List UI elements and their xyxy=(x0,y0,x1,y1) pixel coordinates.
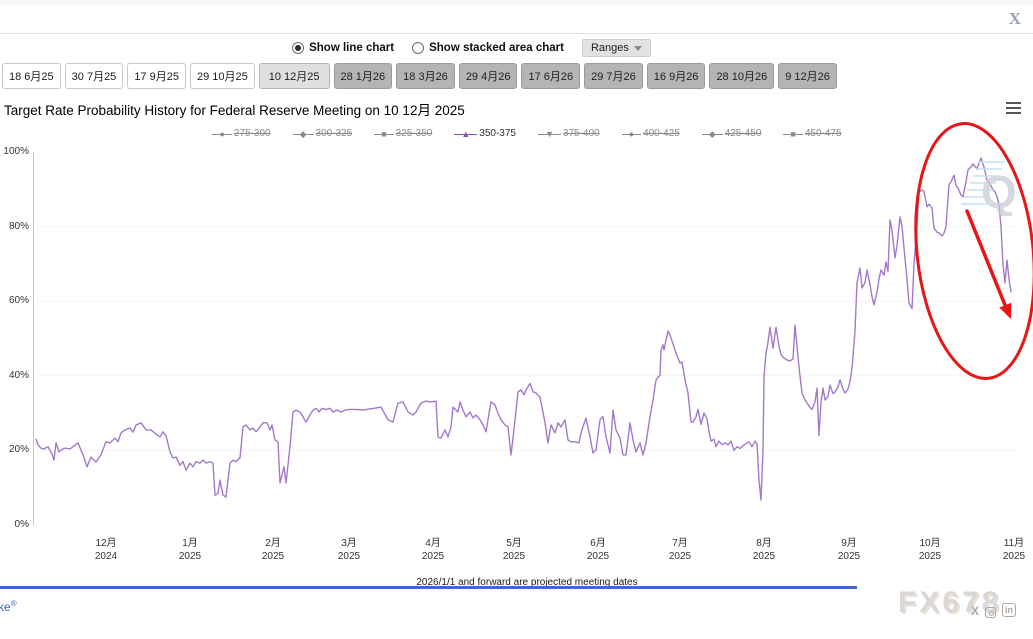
circle-marker-icon: ● xyxy=(621,129,642,139)
legend-label: 275-300 xyxy=(233,128,271,139)
legend-label: 350-375 xyxy=(479,128,516,139)
legend-item-375-400[interactable]: ▼ 375-400 xyxy=(538,128,600,139)
circle-marker-icon: ● xyxy=(212,129,233,139)
tab-meeting-date[interactable]: 28 1月26 xyxy=(333,63,393,89)
linkedin-icon[interactable]: in xyxy=(1002,603,1016,617)
square-marker-icon: ■ xyxy=(783,129,804,139)
y-tick-label: 100% xyxy=(3,146,29,157)
legend-item-425-450[interactable]: ◆ 425-450 xyxy=(701,128,762,139)
x-tick-label: 11月 2025 xyxy=(1002,538,1026,562)
legend: ● 275-300 ◆ 300-325 ■ 325-350 ▲ 350-375 ▼ 375-400… xyxy=(33,128,1021,139)
square-marker-icon: ■ xyxy=(374,129,395,139)
tab-meeting-date[interactable]: 28 10月26 xyxy=(709,63,775,89)
x-tick-label: 1月 2025 xyxy=(178,538,202,562)
tab-meeting-date[interactable]: 29 10月25 xyxy=(189,63,255,89)
tab-meeting-date[interactable]: 17 9月25 xyxy=(127,63,186,89)
legend-item-325-350[interactable]: ■ 325-350 xyxy=(374,128,432,139)
tab-meeting-date[interactable]: 16 9月26 xyxy=(646,63,706,89)
y-tick-label: 0% xyxy=(14,519,29,530)
chevron-down-icon xyxy=(633,45,642,51)
x-tick-label: 2月 2025 xyxy=(261,538,285,562)
triangle-down-marker-icon: ▼ xyxy=(538,129,561,139)
chart-menu-icon[interactable] xyxy=(1006,102,1021,117)
legend-item-300-325[interactable]: ◆ 300-325 xyxy=(292,128,353,139)
tab-meeting-date[interactable]: 29 4月26 xyxy=(458,63,518,89)
x-tick-label: 12月 2024 xyxy=(94,538,118,562)
triangle-up-marker-icon: ▲ xyxy=(454,129,478,139)
chart-type-controls: Show line chart Show stacked area chart … xyxy=(0,39,988,57)
legend-item-275-300[interactable]: ● 275-300 xyxy=(212,128,271,139)
y-tick-label: 40% xyxy=(8,369,29,381)
tab-meeting-date[interactable]: 18 3月26 xyxy=(396,63,455,89)
y-tick-label: 80% xyxy=(8,220,29,232)
diamond-marker-icon: ◆ xyxy=(292,129,314,139)
fx678-watermark: FX678 xyxy=(898,586,1002,619)
x-tick-label: 7月 2025 xyxy=(668,538,692,562)
radio-unselected-icon[interactable] xyxy=(412,42,425,54)
top-strip xyxy=(0,0,1033,5)
legend-label: 400-425 xyxy=(643,128,680,139)
y-tick-label: 20% xyxy=(8,444,29,456)
ranges-dropdown[interactable]: Ranges xyxy=(581,39,651,57)
legend-label: 300-325 xyxy=(315,128,353,139)
legend-label: 450-475 xyxy=(804,128,842,139)
header-divider xyxy=(0,33,1033,34)
legend-item-400-425[interactable]: ● 400-425 xyxy=(621,128,680,139)
x-icon[interactable]: X xyxy=(971,604,980,618)
legend-label: 375-400 xyxy=(562,128,600,139)
x-tick-label: 3月 2025 xyxy=(337,538,361,562)
chart-caption: 2026/1/1 and forward are projected meeti… xyxy=(416,577,638,588)
legend-item-450-475[interactable]: ■ 450-475 xyxy=(783,128,842,139)
legend-label: 325-350 xyxy=(395,128,433,139)
tab-meeting-date[interactable]: 9 12月26 xyxy=(778,63,837,89)
footer-blue-rule xyxy=(0,586,857,589)
close-icon[interactable]: X xyxy=(1008,9,1021,28)
legend-label: 425-450 xyxy=(724,128,762,139)
tab-meeting-date[interactable]: 10 12月25 xyxy=(258,63,330,89)
ranges-dropdown-label: Ranges xyxy=(590,42,629,54)
tab-meeting-date[interactable]: 29 7月26 xyxy=(584,63,643,89)
quikstrike-partial-brand: ke® xyxy=(0,599,17,614)
line-chart-radio-label: Show line chart xyxy=(309,42,395,54)
diamond-marker-icon: ◆ xyxy=(701,129,723,139)
tab-meeting-date[interactable]: 18 6月25 xyxy=(2,63,61,89)
x-tick-label: 4月 2025 xyxy=(421,538,445,562)
line-chart-radio[interactable]: Show line chart xyxy=(292,42,394,54)
page-title: Target Rate Probability History for Fede… xyxy=(4,103,465,118)
meeting-tabs: 18 6月25 30 7月25 17 9月25 29 10月25 10 12月25 28 … xyxy=(2,63,837,89)
x-tick-label: 8月 2025 xyxy=(752,538,776,562)
probability-line-chart xyxy=(33,152,1021,525)
x-tick-label: 6月 2025 xyxy=(586,538,610,562)
radio-selected-icon[interactable] xyxy=(292,42,305,54)
camera-icon[interactable] xyxy=(985,607,996,618)
x-tick-label: 5月 2025 xyxy=(502,538,526,562)
tab-meeting-date[interactable]: 30 7月25 xyxy=(64,63,124,89)
tab-meeting-date[interactable]: 17 6月26 xyxy=(521,63,581,89)
y-tick-label: 60% xyxy=(8,295,29,307)
x-tick-label: 10月 2025 xyxy=(918,538,942,562)
x-tick-label: 9月 2025 xyxy=(837,538,861,562)
stacked-area-radio[interactable]: Show stacked area chart xyxy=(412,42,564,54)
stacked-area-radio-label: Show stacked area chart xyxy=(429,42,564,54)
legend-item-350-375[interactable]: ▲ 350-375 xyxy=(454,128,516,139)
